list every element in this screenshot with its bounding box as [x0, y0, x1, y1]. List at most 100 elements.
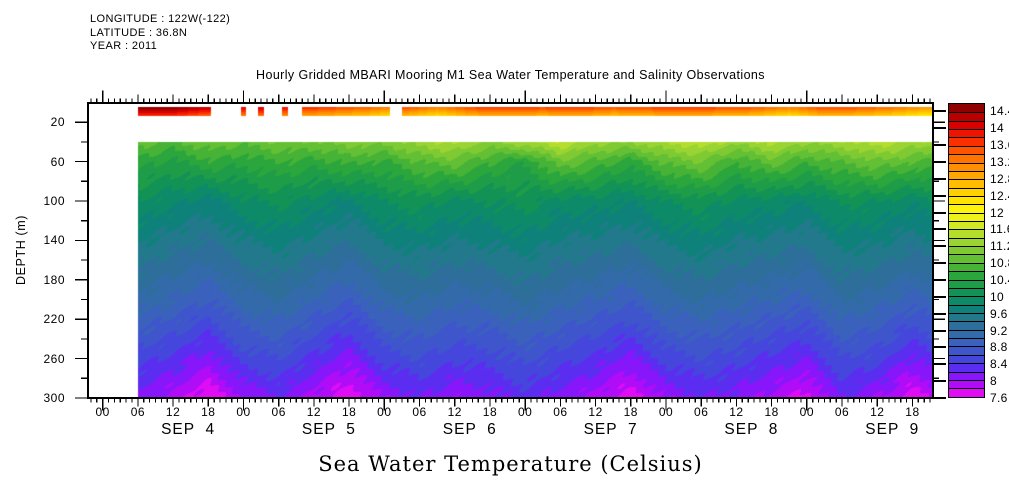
colorbar-tick-mark [934, 245, 946, 248]
x-tick-label: 18 [341, 405, 357, 419]
x-tick-label: 18 [905, 405, 920, 419]
x-tick-label: 18 [764, 405, 779, 419]
colorbar-cell [949, 379, 984, 389]
colorbar-tick-mark [934, 295, 946, 298]
y-axis-label: DEPTH (m) [14, 215, 28, 285]
x-tick-label: 12 [870, 405, 885, 419]
x-tick-label: 12 [447, 405, 462, 419]
colorbar-tick-mark [934, 363, 946, 366]
y-tick-label: 220 [43, 312, 65, 327]
colorbar-cell [949, 262, 984, 272]
x-date-label: SEP 8 [724, 421, 779, 438]
colorbar-tick-label: 9.2 [990, 323, 1008, 338]
colorbar-tick-label: 14.4 [990, 104, 1009, 119]
colorbar-tick-mark [934, 127, 946, 130]
colorbar-tick-mark [934, 161, 946, 163]
colorbar-cell [949, 120, 984, 130]
plot-title: Hourly Gridded MBARI Mooring M1 Sea Wate… [256, 68, 765, 82]
colorbar-tick-label: 11.2 [990, 239, 1009, 254]
x-tick-label: 00 [95, 405, 110, 419]
x-tick-label: 12 [729, 405, 744, 419]
colorbar-tick-mark [934, 262, 946, 265]
latitude-label: LATITUDE : 36.8N [90, 26, 188, 39]
x-tick-label: 06 [694, 405, 709, 419]
colorbar-tick-mark [934, 380, 946, 383]
colorbar-cell [949, 129, 984, 138]
x-tick-label: 06 [412, 405, 427, 419]
colorbar-tick-label: 12.8 [990, 171, 1009, 186]
y-tick-label: 180 [43, 272, 65, 287]
colorbar-tick-label: 12.4 [990, 188, 1009, 203]
colorbar-tick-mark [934, 312, 946, 315]
colorbar-cell [949, 304, 984, 313]
colorbar-cell [949, 204, 984, 213]
year-label: YEAR : 2011 [90, 40, 158, 52]
colorbar-tick-mark [934, 346, 946, 349]
x-tick-label: 06 [271, 405, 286, 419]
x-tick-label: 06 [834, 405, 850, 419]
colorbar-cell [949, 338, 984, 347]
temperature-field [88, 103, 933, 398]
colorbar-cell [949, 363, 984, 372]
colorbar-cell [949, 346, 984, 355]
colorbar-tick-label: 13.6 [990, 138, 1009, 153]
colorbar-cell [949, 195, 984, 205]
colorbar-tick-label: 10.8 [990, 256, 1009, 271]
colorbar-cell [949, 154, 984, 163]
longitude-label: LONGITUDE : 122W(-122) [90, 13, 231, 25]
x-date-label: SEP 5 [301, 421, 356, 438]
x-date-label: SEP 4 [161, 421, 216, 438]
colorbar-cell [949, 229, 984, 238]
colorbar-tick-label: 8 [990, 374, 997, 389]
x-tick-label: 00 [658, 405, 674, 419]
x-tick-label: 12 [165, 405, 181, 419]
colorbar-tick-mark [934, 177, 946, 180]
x-tick-label: 06 [553, 405, 568, 419]
colorbar-tick-mark [934, 110, 946, 113]
y-tick-label: 140 [43, 233, 65, 248]
x-tick-label: 18 [623, 405, 638, 419]
colorbar-tick-mark [934, 194, 946, 197]
colorbar-cell [949, 187, 984, 196]
colorbar-tick-label: 9.6 [990, 306, 1008, 321]
colorbar-cell [949, 112, 984, 121]
colorbar-cell [949, 162, 984, 171]
x-date-label: SEP 9 [865, 421, 920, 438]
colorbar-cell [949, 271, 984, 280]
colorbar-tick-mark [934, 397, 946, 399]
colorbar-tick-mark [934, 329, 946, 332]
y-tick-label: 100 [43, 194, 65, 208]
x-tick-label: 06 [130, 405, 146, 419]
colorbar-tick-label: 14 [990, 121, 1004, 136]
colorbar-tick-label: 8.8 [990, 340, 1008, 355]
colorbar-tick-mark [934, 279, 946, 281]
colorbar-cell [949, 137, 984, 146]
colorbar-cell [949, 321, 984, 330]
colorbar-tick-mark [934, 228, 946, 231]
y-tick-label: 300 [43, 391, 65, 405]
x-tick-label: 12 [588, 405, 603, 419]
colorbar-cell [949, 237, 984, 247]
x-axis-title: Sea Water Temperature (Celsius) [318, 452, 703, 476]
colorbar-cell [949, 329, 984, 339]
colorbar-cell [949, 254, 984, 263]
x-tick-label: 00 [236, 405, 251, 419]
colorbar-tick-label: 10 [990, 289, 1004, 304]
colorbar-cell [949, 296, 984, 305]
colorbar-cell [949, 246, 984, 255]
x-tick-label: 18 [201, 405, 216, 419]
x-tick-label: 00 [799, 405, 814, 419]
colorbar-cell [949, 371, 984, 380]
colorbar [948, 103, 985, 398]
colorbar-tick-label: 12 [990, 205, 1004, 220]
x-tick-label: 12 [306, 405, 322, 419]
colorbar-cell [949, 287, 984, 297]
colorbar-cell [949, 354, 984, 364]
colorbar-cell [949, 212, 984, 222]
colorbar-cell [949, 179, 984, 188]
y-tick-label: 260 [43, 351, 65, 366]
colorbar-tick-label: 11.6 [990, 222, 1009, 237]
colorbar-cell [949, 104, 984, 113]
colorbar-cell [949, 145, 984, 155]
